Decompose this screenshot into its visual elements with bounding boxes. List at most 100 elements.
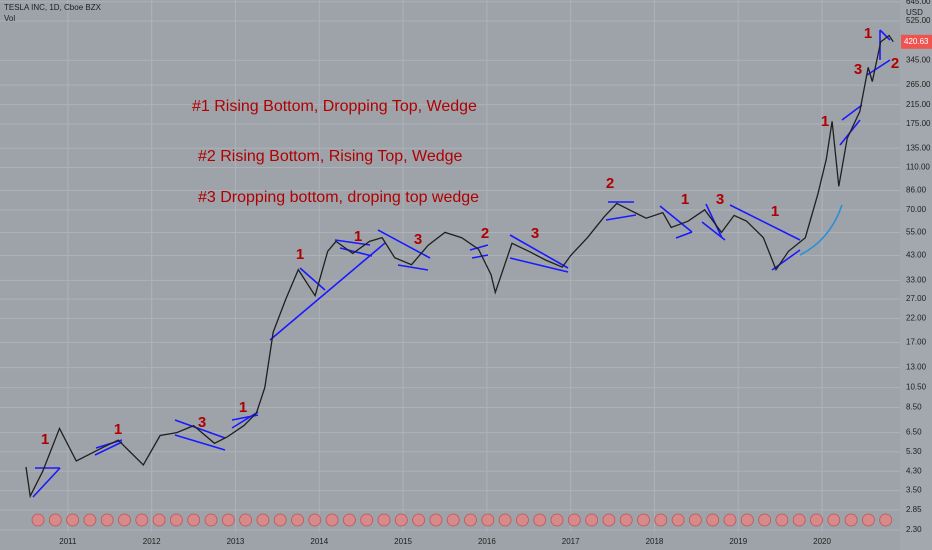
trend-line	[174, 419, 226, 439]
event-marker	[204, 513, 218, 527]
trend-line	[729, 204, 801, 241]
event-marker	[31, 513, 45, 527]
y-tick-label: 525.00	[906, 16, 931, 25]
plot	[25, 34, 894, 499]
event-marker	[619, 513, 633, 527]
trend-line	[94, 441, 123, 456]
symbol: TESLA INC, 1D, Cboe BZX	[4, 3, 102, 12]
event-marker	[810, 513, 823, 527]
event-marker	[446, 513, 460, 527]
y-tick-label: 8.50	[906, 403, 922, 412]
event-marker	[516, 513, 529, 527]
event-marker	[291, 513, 304, 527]
grid	[0, 0, 900, 532]
event-marker	[325, 513, 339, 527]
y-tick-label: 2.85	[906, 505, 922, 514]
y-tick-label: 2.30	[906, 525, 922, 534]
x-tick-label: 2018	[646, 537, 664, 546]
event-marker	[585, 513, 598, 527]
trend-line	[701, 221, 726, 241]
y-tick-label: 55.00	[906, 228, 927, 237]
price-axis	[900, 0, 932, 550]
annotation: #1 Rising Bottom, Dropping Top, Wedge	[192, 98, 477, 115]
drawings	[31, 29, 893, 527]
event-marker	[239, 513, 253, 527]
trend-line	[269, 242, 386, 341]
event-marker	[498, 513, 512, 527]
trend-line	[471, 254, 489, 259]
trend-line	[469, 244, 489, 251]
x-tick-label: 2020	[813, 537, 831, 546]
y-tick-label: 17.00	[906, 338, 927, 347]
y-tick-label: 265.00	[906, 80, 931, 89]
event-marker	[377, 513, 391, 527]
pattern-label: 3	[854, 61, 862, 78]
y-tick-label: 27.00	[906, 294, 927, 303]
event-marker	[429, 513, 443, 527]
x-tick-label: 2019	[729, 537, 747, 546]
y-tick-label: 86.00	[906, 186, 927, 195]
trend-line	[231, 411, 259, 429]
pattern-label: 1	[821, 113, 829, 130]
currency: USD	[906, 8, 923, 17]
pattern-label: 1	[41, 431, 49, 448]
pattern-label: 1	[771, 203, 779, 220]
x-tick-label: 2017	[562, 537, 580, 546]
event-marker	[602, 513, 616, 527]
event-marker	[879, 513, 893, 527]
indicator: Vol	[4, 14, 15, 23]
price-tag-label: 420.63	[904, 37, 929, 46]
event-marker	[412, 513, 426, 527]
pattern-label: 1	[114, 421, 122, 438]
pattern-label: 2	[606, 175, 614, 192]
event-marker	[740, 513, 754, 527]
trend-line	[509, 257, 569, 273]
y-tick-label: 215.00	[906, 100, 931, 109]
y-tick-label: 70.00	[906, 205, 927, 214]
y-tick-label: 22.00	[906, 313, 927, 322]
pattern-label: 3	[716, 191, 724, 208]
y-tick-label: 43.00	[906, 251, 927, 260]
x-tick-label: 2012	[143, 537, 161, 546]
event-marker	[481, 513, 495, 527]
curve-drawing	[799, 204, 843, 256]
y-tick-label: 345.00	[906, 55, 931, 64]
pattern-label: 1	[239, 399, 247, 416]
event-marker	[394, 513, 408, 527]
pattern-label: 1	[296, 246, 304, 263]
price-line	[25, 34, 894, 499]
pattern-label: 3	[414, 231, 422, 248]
event-marker	[637, 513, 650, 527]
trend-line	[334, 239, 371, 246]
price-tag	[901, 34, 932, 49]
event-marker	[48, 513, 62, 527]
event-marker	[83, 513, 97, 527]
event-marker	[256, 513, 270, 527]
event-marker	[100, 513, 114, 527]
event-marker	[706, 513, 720, 527]
event-marker	[308, 513, 322, 527]
event-marker	[342, 513, 356, 527]
y-tick-label: 175.00	[906, 119, 931, 128]
event-marker	[135, 513, 149, 527]
pattern-label: 2	[891, 55, 899, 72]
event-marker	[654, 513, 668, 527]
event-marker	[671, 513, 685, 527]
event-marker	[550, 513, 564, 527]
y-tick-label: 33.00	[906, 275, 927, 284]
pattern-label: 1	[681, 191, 689, 208]
pattern-label: 2	[481, 225, 489, 242]
x-tick-label: 2014	[310, 537, 328, 546]
x-tick-label: 2013	[227, 537, 245, 546]
trend-line	[605, 214, 637, 221]
event-marker	[723, 513, 737, 527]
trend-line	[174, 434, 226, 451]
pattern-label: 3	[198, 414, 206, 431]
y-tick-label: 4.30	[906, 466, 922, 475]
event-marker	[533, 513, 547, 527]
trend-line	[675, 231, 693, 239]
event-marker	[187, 513, 201, 527]
event-marker	[792, 513, 806, 527]
trend-line	[299, 267, 326, 291]
